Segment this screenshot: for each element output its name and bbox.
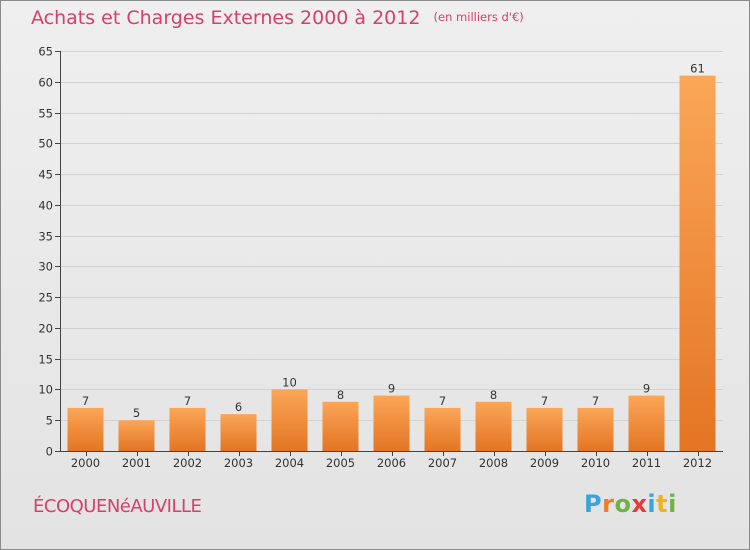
y-tick-label: 60	[38, 76, 53, 90]
y-tick-label: 30	[38, 260, 53, 274]
logo-letter: o	[614, 490, 632, 518]
bar-value-label: 7	[82, 394, 89, 408]
bar-value-label: 7	[184, 394, 191, 408]
logo-letter: t	[656, 490, 669, 518]
grid-lines	[60, 51, 723, 421]
bar-value-label: 6	[235, 400, 242, 414]
value-labels: 7 5 7 6 10 8 9 7 8 7 7 9 61	[82, 62, 705, 421]
logo-letter: x	[631, 490, 648, 518]
bar-value-label: 7	[541, 394, 548, 408]
logo-letter: i	[668, 490, 677, 518]
bar	[169, 407, 206, 451]
x-tick-label: 2005	[326, 456, 355, 470]
bar	[271, 389, 308, 451]
x-tick-label: 2012	[683, 456, 712, 470]
y-tick-label: 0	[46, 445, 53, 459]
bar-value-label: 7	[439, 394, 446, 408]
y-tick-label: 40	[38, 199, 53, 213]
y-tick-label: 5	[46, 414, 53, 428]
bars	[67, 75, 716, 451]
bar-value-label: 8	[490, 388, 497, 402]
chart-title: Achats et Charges Externes 2000 à 2012	[31, 7, 421, 29]
logo-letter: r	[602, 490, 615, 518]
bar-value-label: 8	[337, 388, 344, 402]
y-tick-label: 50	[38, 137, 53, 151]
bar-value-label: 10	[282, 375, 297, 389]
bar-value-label: 7	[592, 394, 599, 408]
x-tick-label: 2001	[122, 456, 151, 470]
bar	[577, 407, 614, 451]
bar-value-label: 61	[690, 62, 705, 76]
logo-letter: P	[584, 490, 603, 518]
y-tick-label: 25	[38, 291, 53, 305]
bar-value-label: 5	[133, 406, 140, 420]
x-tick-label: 2008	[479, 456, 508, 470]
y-tick-label: 55	[38, 107, 53, 121]
chart-subtitle: (en milliers d'€)	[433, 10, 524, 24]
y-tick-label: 45	[38, 168, 53, 182]
x-tick-label: 2011	[632, 456, 661, 470]
bar	[424, 407, 461, 451]
bar	[475, 401, 512, 451]
x-tick-label: 2009	[530, 456, 559, 470]
bar	[373, 395, 410, 451]
y-tick-label: 15	[38, 353, 53, 367]
x-tick-label: 2000	[71, 456, 100, 470]
y-tick-label: 10	[38, 383, 53, 397]
y-tick-label: 65	[38, 45, 53, 59]
proxiti-logo: Proxiti	[584, 490, 677, 518]
y-tick-label: 35	[38, 230, 53, 244]
logo-letter: i	[647, 490, 657, 518]
bar	[220, 414, 257, 451]
x-tick-label: 2006	[377, 456, 406, 470]
bar	[322, 401, 359, 451]
bar	[118, 420, 155, 451]
bar	[679, 75, 716, 451]
x-tick-label: 2002	[173, 456, 202, 470]
x-tick-label: 2010	[581, 456, 610, 470]
y-tick-label: 20	[38, 322, 53, 336]
bar	[67, 407, 104, 451]
bar	[628, 395, 665, 451]
x-tick-label: 2004	[275, 456, 304, 470]
x-tick-label: 2007	[428, 456, 457, 470]
bar-value-label: 9	[643, 382, 650, 396]
chart-title-block: Achats et Charges Externes 2000 à 2012 (…	[31, 7, 524, 29]
commune-name: ÉCOQUENéAUVILLE	[33, 496, 202, 517]
bar-value-label: 9	[388, 382, 395, 396]
x-tick-label: 2003	[224, 456, 253, 470]
bar	[526, 407, 563, 451]
